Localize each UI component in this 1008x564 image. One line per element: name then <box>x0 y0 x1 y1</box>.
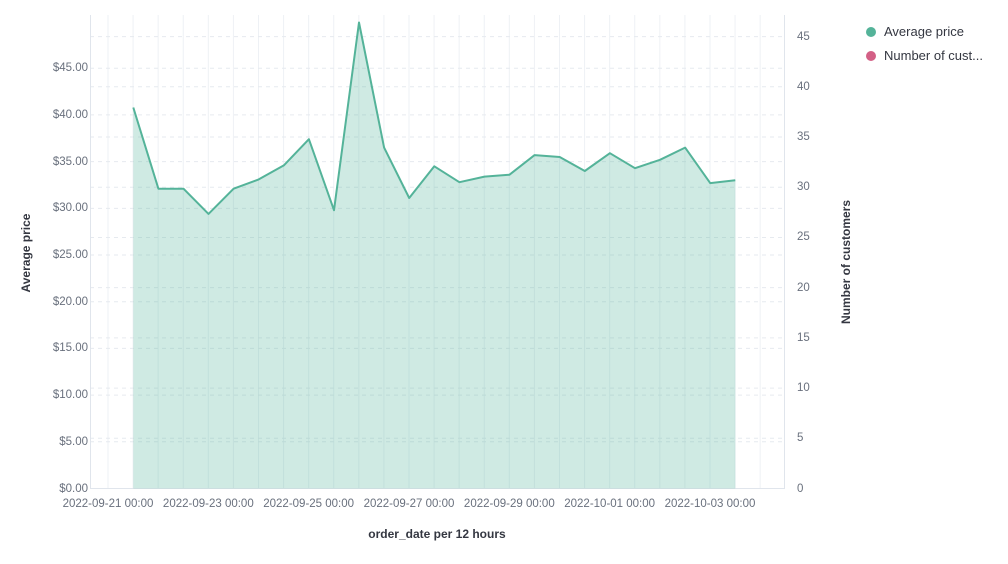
y-axis-tick-label-left: $45.00 <box>52 62 88 75</box>
y-axis-tick-label-right: 25 <box>797 231 810 244</box>
x-axis-tick-label: 2022-09-23 00:00 <box>162 498 254 510</box>
x-axis-tick-label: 2022-09-21 00:00 <box>62 498 154 510</box>
y-axis-tick-label-left: $30.00 <box>52 202 88 215</box>
y-axis-tick-label-left: $10.00 <box>52 389 88 402</box>
series-area-fill <box>133 22 736 489</box>
plot-area-svg <box>90 15 785 489</box>
y-axis-tick-label-right: 30 <box>797 181 810 194</box>
y-axis-tick-label-left: $20.00 <box>52 295 88 308</box>
y-axis-tick-label-left: $5.00 <box>59 435 88 448</box>
x-axis-tick-label: 2022-10-01 00:00 <box>564 498 656 510</box>
y-axis-tick-label-left: $25.00 <box>52 249 88 262</box>
legend-dot-average-price <box>866 26 876 37</box>
y-axis-tick-label-right: 20 <box>797 281 810 294</box>
y-axis-tick-label-left: $35.00 <box>52 155 88 168</box>
legend-item-average-price[interactable]: Average price <box>866 24 983 39</box>
y-axis-tick-label-right: 40 <box>797 80 810 93</box>
y-axis-tick-label-right: 10 <box>797 382 810 395</box>
legend: Average price Number of cust... <box>866 24 983 72</box>
y-axis-tick-label-right: 15 <box>797 331 810 344</box>
y-axis-tick-label-left: $15.00 <box>52 342 88 355</box>
legend-dot-number-of-customers <box>866 50 876 61</box>
y-axis-tick-label-left: $40.00 <box>52 108 88 121</box>
x-axis-tick-label: 2022-10-03 00:00 <box>664 498 756 510</box>
x-axis-tick-label: 2022-09-29 00:00 <box>463 498 555 510</box>
x-axis-tick-label: 2022-09-25 00:00 <box>263 498 355 510</box>
legend-label: Number of cust... <box>884 48 983 63</box>
y-axis-tick-label-right: 35 <box>797 131 810 143</box>
y-axis-tick-label-left: $0.00 <box>59 482 88 495</box>
legend-label: Average price <box>884 24 964 39</box>
legend-item-number-of-customers[interactable]: Number of cust... <box>866 48 983 63</box>
y-axis-tick-label-right: 45 <box>797 30 810 43</box>
series-line <box>132 21 736 215</box>
x-axis-tick-label: 2022-09-27 00:00 <box>363 498 455 510</box>
right-axis-title: Number of customers <box>839 199 853 325</box>
y-axis-tick-label-right: 5 <box>797 432 804 445</box>
x-axis-title: order_date per 12 hours <box>368 527 506 541</box>
y-axis-tick-label-right: 0 <box>797 482 804 495</box>
